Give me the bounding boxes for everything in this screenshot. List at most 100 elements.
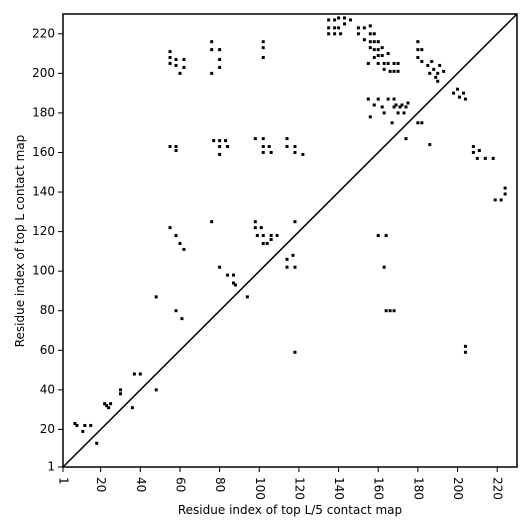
x-tick-label: 140 (332, 477, 346, 500)
point (392, 61, 396, 65)
point (376, 54, 380, 58)
point (89, 423, 93, 427)
point (174, 63, 178, 67)
point (372, 56, 376, 60)
x-tick-label: 120 (292, 477, 306, 500)
point (475, 156, 479, 160)
point (253, 220, 257, 224)
point (376, 234, 380, 238)
point (339, 32, 343, 36)
point (269, 238, 273, 242)
point (463, 350, 467, 354)
point (261, 150, 265, 154)
point (212, 139, 216, 143)
point (333, 32, 337, 36)
point (261, 234, 265, 238)
point (406, 101, 410, 105)
x-axis-label: Residue index of top L/5 contact map (178, 503, 402, 517)
plot-frame (62, 13, 518, 468)
point (348, 18, 352, 22)
point (372, 32, 376, 36)
point (182, 65, 186, 69)
point (265, 241, 269, 245)
point (394, 103, 398, 107)
point (382, 61, 386, 65)
point (231, 273, 235, 277)
point (366, 97, 370, 101)
point (456, 87, 460, 91)
point (285, 145, 289, 149)
point (210, 71, 214, 75)
point (416, 48, 420, 52)
point (103, 402, 107, 406)
y-tick-label: 60 (40, 343, 55, 357)
point (168, 56, 172, 60)
point (366, 61, 370, 65)
point (388, 69, 392, 73)
point (174, 57, 178, 61)
point (386, 52, 390, 56)
point (384, 309, 388, 313)
point (224, 139, 228, 143)
point (432, 67, 436, 71)
point (463, 97, 467, 101)
point (293, 265, 297, 269)
point (420, 48, 424, 52)
point (95, 441, 99, 445)
point (291, 253, 295, 257)
point (400, 103, 404, 107)
point (210, 48, 214, 52)
y-tick-label: 120 (32, 224, 55, 238)
point (245, 295, 249, 299)
point (261, 46, 265, 50)
point (154, 388, 158, 392)
point (233, 283, 237, 287)
point (174, 309, 178, 313)
point (426, 63, 430, 67)
point (259, 226, 263, 230)
point (390, 121, 394, 125)
point (285, 257, 289, 261)
point (132, 372, 136, 376)
point (356, 26, 360, 30)
point (372, 40, 376, 44)
point (428, 71, 432, 75)
point (376, 97, 380, 101)
point (376, 48, 380, 52)
point (420, 121, 424, 125)
point (337, 16, 341, 20)
point (261, 241, 265, 245)
point (105, 404, 109, 408)
point (218, 48, 222, 52)
point (493, 198, 497, 202)
point (392, 69, 396, 73)
point (343, 16, 347, 20)
x-tick-label: 1 (57, 477, 71, 485)
point (107, 406, 111, 410)
point (83, 423, 87, 427)
point (333, 26, 337, 30)
point (382, 67, 386, 71)
point (372, 48, 376, 52)
point (376, 40, 380, 44)
point (396, 61, 400, 65)
point (362, 26, 366, 30)
point (174, 145, 178, 149)
point (396, 69, 400, 73)
point (81, 429, 85, 433)
point (109, 402, 113, 406)
point (343, 22, 347, 26)
x-tick-label: 180 (411, 477, 425, 500)
point (218, 65, 222, 69)
point (388, 309, 392, 313)
point (461, 91, 465, 95)
point (118, 388, 122, 392)
point (226, 145, 230, 149)
point (231, 281, 235, 285)
point (218, 265, 222, 269)
point (471, 145, 475, 149)
diagonal (62, 13, 518, 468)
point (168, 50, 172, 54)
point (301, 152, 305, 156)
